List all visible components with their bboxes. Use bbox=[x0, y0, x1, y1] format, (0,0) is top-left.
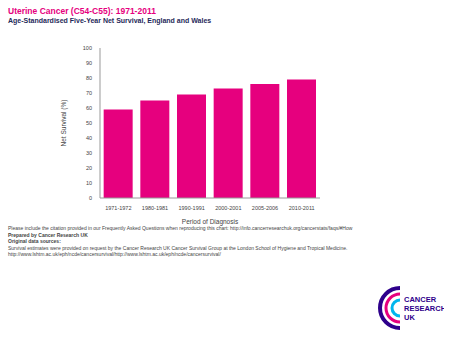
svg-text:70: 70 bbox=[86, 90, 92, 96]
svg-text:90: 90 bbox=[86, 60, 92, 66]
svg-text:Period of Diagnosis: Period of Diagnosis bbox=[182, 218, 239, 226]
svg-text:UK: UK bbox=[404, 313, 415, 322]
html-text:Age-Standardised Five-Year Net: Age-Standardised Five-Year Net Survival,… bbox=[8, 17, 212, 24]
html-text:Uterine Cancer (C54-C55): 1971: Uterine Cancer (C54-C55): 1971-2011 bbox=[8, 6, 156, 16]
svg-text:50: 50 bbox=[86, 120, 92, 126]
svg-text:Net Survival (%): Net Survival (%) bbox=[60, 100, 68, 147]
svg-text:1971-1972: 1971-1972 bbox=[105, 205, 131, 211]
svg-text:100: 100 bbox=[83, 45, 92, 51]
svg-text:10: 10 bbox=[86, 180, 92, 186]
svg-text:2000-2001: 2000-2001 bbox=[215, 205, 241, 211]
svg-text:30: 30 bbox=[86, 150, 92, 156]
html-text:Survival estimates were provid: Survival estimates were provided on requ… bbox=[8, 244, 348, 251]
svg-text:1980-1981: 1980-1981 bbox=[142, 205, 168, 211]
svg-text:0: 0 bbox=[89, 195, 92, 201]
svg-text:2010-2011: 2010-2011 bbox=[289, 205, 315, 211]
html-text:Prepared by Cancer Research UK: Prepared by Cancer Research UK bbox=[8, 231, 88, 238]
svg-text:2005-2006: 2005-2006 bbox=[252, 205, 278, 211]
svg-text:80: 80 bbox=[86, 75, 92, 81]
svg-text:1990-1991: 1990-1991 bbox=[179, 205, 205, 211]
html-text:Please include the citation pr: Please include the citation provided in … bbox=[8, 225, 353, 231]
svg-text:60: 60 bbox=[86, 105, 92, 111]
html-text:http://www.lshtm.ac.uk/eph/ncd: http://www.lshtm.ac.uk/eph/ncde/cancersu… bbox=[8, 251, 221, 257]
html-text:Original data sources:: Original data sources: bbox=[8, 238, 61, 244]
svg-text:RESEARCH: RESEARCH bbox=[404, 304, 442, 313]
svg-text:CANCER: CANCER bbox=[404, 295, 437, 304]
svg-text:40: 40 bbox=[86, 135, 92, 141]
svg-text:20: 20 bbox=[86, 165, 92, 171]
